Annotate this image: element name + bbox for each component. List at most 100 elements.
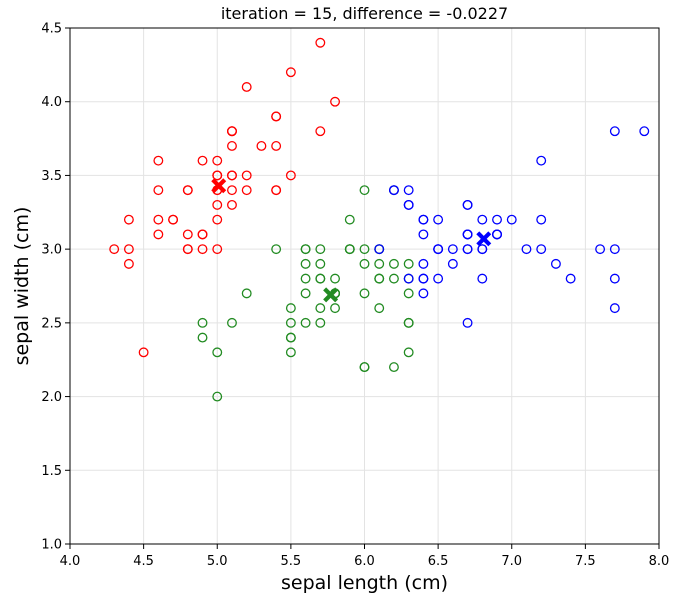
axis-ticks: 4.0 4.5 5.0 5.5 6.0 6.5 7.0 7.5 8.0 1.0 1.5 2.0 2.5 3… — [41, 22, 669, 570]
data-point — [403, 199, 414, 210]
data-point — [315, 244, 326, 255]
data-point — [374, 258, 385, 269]
scatter-points — [109, 37, 650, 402]
data-point — [212, 214, 223, 225]
data-point — [271, 244, 282, 255]
data-point — [403, 347, 414, 358]
data-point — [359, 185, 370, 196]
x-tick-label: 4.5 — [133, 554, 154, 569]
data-point — [109, 244, 120, 255]
x-tick-label: 5.0 — [207, 554, 228, 569]
data-point — [315, 37, 326, 48]
data-point — [639, 126, 650, 137]
data-point — [300, 244, 311, 255]
data-point — [315, 317, 326, 328]
centroid-stroke — [476, 231, 492, 247]
y-tick-label: 3.0 — [41, 243, 62, 258]
data-point — [565, 273, 576, 284]
data-point — [300, 288, 311, 299]
data-point — [330, 273, 341, 284]
data-point — [153, 214, 164, 225]
data-point — [182, 229, 193, 240]
data-point — [418, 273, 429, 284]
x-tick-label: 6.0 — [354, 554, 375, 569]
data-point — [197, 244, 208, 255]
data-point — [212, 244, 223, 255]
data-point — [536, 155, 547, 166]
series-0 — [109, 37, 341, 358]
data-point — [344, 244, 355, 255]
data-point — [389, 185, 399, 196]
data-point — [330, 96, 341, 107]
data-point — [227, 140, 237, 151]
data-point — [403, 273, 414, 284]
data-point — [536, 214, 547, 225]
data-point — [153, 185, 164, 196]
data-point — [330, 303, 341, 314]
data-point — [389, 362, 399, 373]
data-point — [550, 258, 561, 269]
data-point — [315, 258, 326, 269]
data-point — [285, 67, 296, 78]
data-point — [138, 347, 149, 358]
data-point — [462, 199, 473, 210]
data-point — [403, 288, 414, 299]
data-point — [300, 317, 311, 328]
data-point — [197, 332, 208, 343]
data-point — [212, 199, 223, 210]
data-point — [300, 273, 311, 284]
data-point — [477, 214, 488, 225]
data-point — [227, 199, 237, 210]
data-point — [227, 185, 237, 196]
data-point — [447, 244, 458, 255]
y-tick-label: 3.5 — [41, 169, 62, 184]
data-point — [182, 244, 193, 255]
data-point — [271, 111, 282, 122]
y-tick-label: 1.5 — [41, 464, 62, 479]
data-point — [197, 155, 208, 166]
data-point — [182, 185, 193, 196]
y-tick-label: 2.5 — [41, 316, 62, 331]
data-point — [374, 244, 385, 255]
data-point — [300, 258, 311, 269]
x-tick-label: 5.5 — [281, 554, 302, 569]
data-point — [462, 229, 473, 240]
data-point — [212, 391, 223, 402]
x-axis-label: sepal length (cm) — [281, 572, 448, 594]
centroid-stroke — [211, 178, 227, 194]
data-point — [153, 229, 164, 240]
data-point — [227, 126, 237, 137]
y-tick-label: 1.0 — [41, 538, 62, 553]
data-point — [359, 362, 370, 373]
data-point — [609, 244, 620, 255]
data-point — [315, 273, 326, 284]
data-point — [403, 185, 414, 196]
centroid-marker — [323, 287, 339, 303]
data-point — [285, 347, 296, 358]
data-point — [359, 258, 370, 269]
centroid-marker — [211, 178, 227, 194]
data-point — [123, 244, 134, 255]
data-point — [595, 244, 606, 255]
data-point — [433, 273, 444, 284]
data-point — [389, 273, 399, 284]
data-point — [153, 155, 164, 166]
x-tick-label: 8.0 — [649, 554, 670, 569]
data-point — [477, 244, 488, 255]
data-point — [285, 303, 296, 314]
data-point — [256, 140, 267, 151]
data-point — [123, 214, 134, 225]
x-tick-label: 6.5 — [428, 554, 449, 569]
data-point — [241, 170, 252, 181]
data-point — [506, 214, 517, 225]
y-axis-label: sepal width (cm) — [11, 207, 33, 366]
series-2 — [374, 126, 650, 328]
data-point — [418, 288, 429, 299]
data-point — [359, 244, 370, 255]
data-point — [374, 303, 385, 314]
data-point — [462, 244, 473, 255]
data-point — [212, 347, 223, 358]
data-point — [359, 288, 370, 299]
y-tick-label: 2.0 — [41, 390, 62, 405]
